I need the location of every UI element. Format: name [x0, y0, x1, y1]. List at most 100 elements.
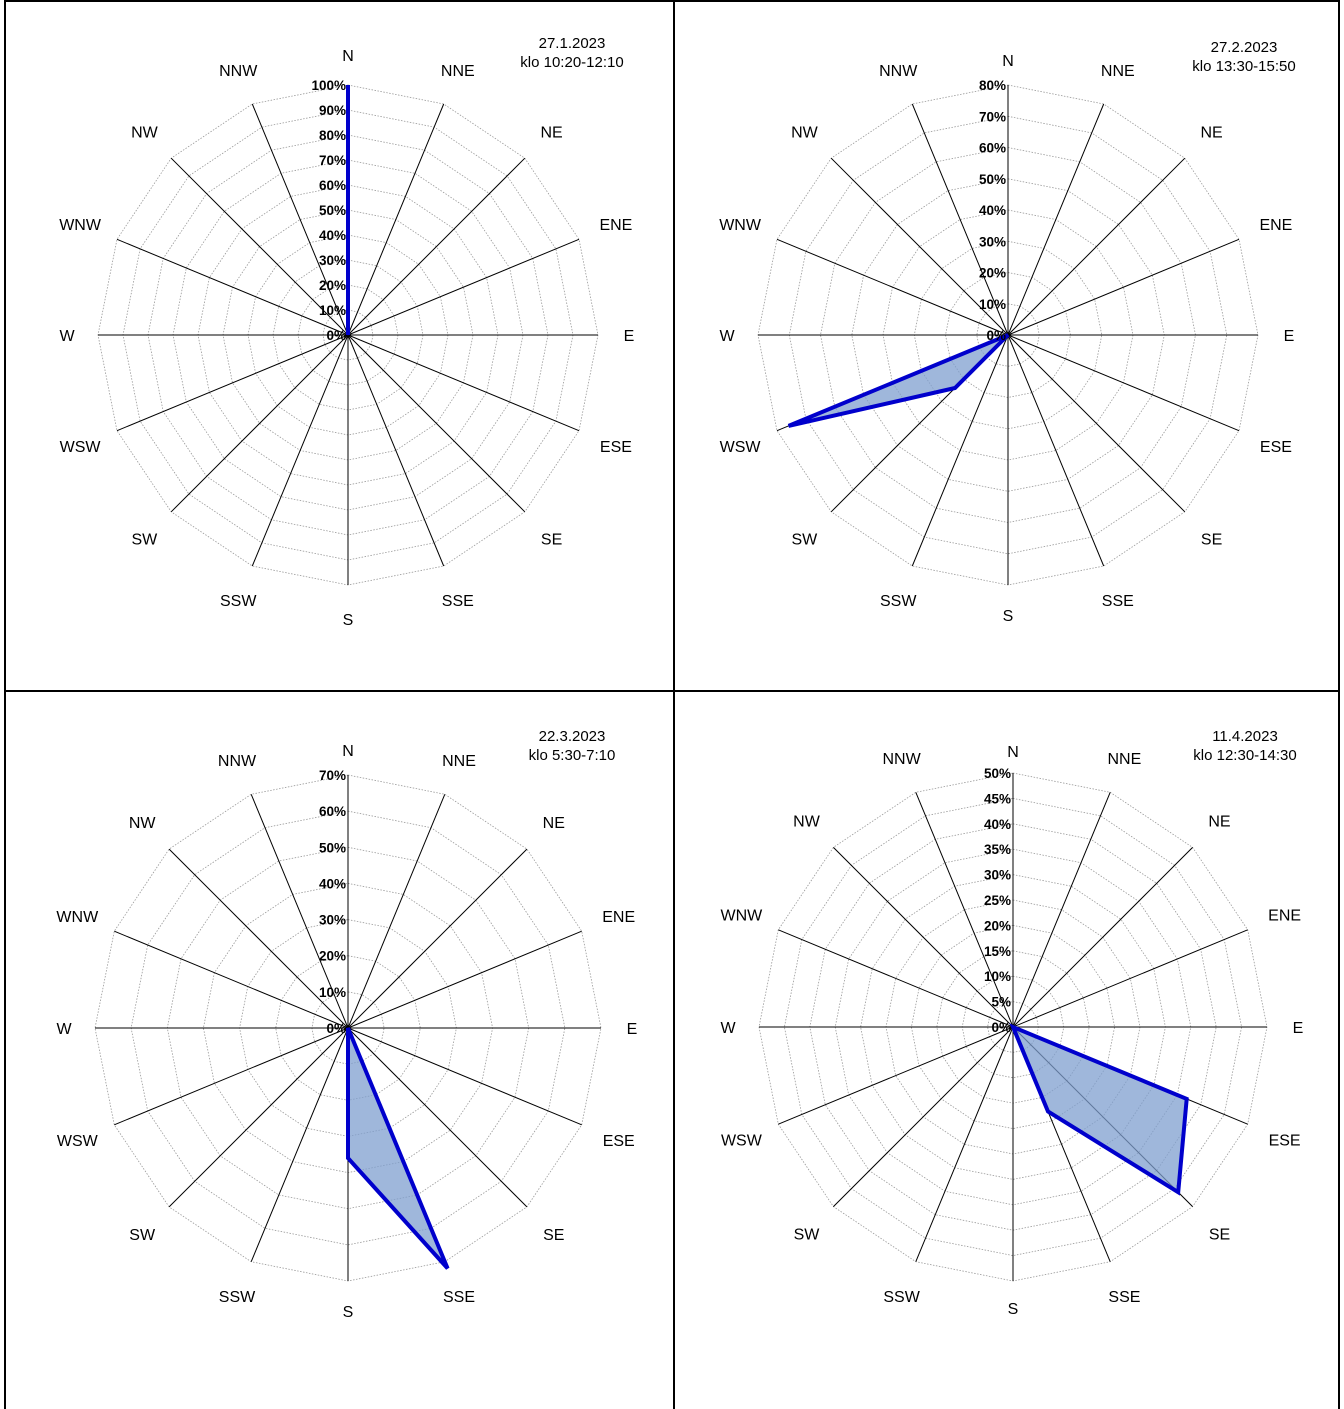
radial-tick-label: 80%	[979, 78, 1006, 93]
wind-rose-chart-1: N NNE NE ENE E ESE SE SSE S SSW SW WSW W WNW NW NNW 0% 10…	[59, 48, 634, 629]
spoke-sw	[833, 1026, 1014, 1207]
spoke-ene	[1012, 929, 1248, 1028]
direction-label-e: E	[1284, 328, 1295, 345]
radial-tick-label: 60%	[319, 178, 346, 193]
radial-tick-label: 35%	[984, 842, 1011, 857]
direction-label-n: N	[1007, 744, 1019, 761]
direction-label-wnw: WNW	[59, 217, 102, 234]
radial-tick-label: 45%	[984, 791, 1011, 806]
direction-label-nw: NW	[129, 815, 157, 832]
grid-ring	[910, 924, 1116, 1130]
radial-tick-label: 70%	[319, 768, 346, 783]
direction-label-sw: SW	[792, 532, 819, 549]
chart-date-stamp: 11.4.2023 klo 12:30-14:30	[1170, 727, 1320, 765]
radial-tick-label: 30%	[979, 234, 1006, 249]
direction-label-sw: SW	[794, 1227, 821, 1244]
spoke-nne	[1012, 792, 1111, 1028]
spoke-ese	[1007, 334, 1240, 432]
spoke-ene	[1007, 238, 1240, 336]
spoke-nw	[830, 157, 1009, 336]
spoke-ssw	[911, 334, 1009, 567]
direction-label-s: S	[1003, 608, 1014, 625]
spoke-ne	[1012, 847, 1193, 1028]
radial-tick-label: 40%	[319, 228, 346, 243]
spoke-sw	[168, 1027, 349, 1208]
radial-tick-label: 100%	[311, 78, 346, 93]
direction-label-nne: NNE	[441, 63, 475, 80]
radial-tick-label: 25%	[984, 893, 1011, 908]
direction-label-ene: ENE	[1268, 908, 1301, 925]
direction-label-ne: NE	[540, 124, 562, 141]
direction-label-ese: ESE	[600, 439, 632, 456]
radial-tick-label: 10%	[319, 303, 346, 318]
radial-tick-label: 5%	[991, 995, 1011, 1010]
direction-label-ene: ENE	[1259, 217, 1292, 234]
direction-label-nnw: NNW	[218, 753, 257, 770]
direction-label-n: N	[342, 48, 354, 65]
radial-tick-label: 0%	[326, 1021, 346, 1036]
spoke-nw	[833, 847, 1014, 1028]
spoke-sw	[170, 334, 349, 513]
direction-label-nnw: NNW	[219, 63, 258, 80]
direction-label-nnw: NNW	[882, 751, 921, 768]
grid-ring	[851, 178, 1165, 492]
radial-tick-label: 20%	[984, 918, 1011, 933]
radial-tick-label: 0%	[326, 328, 346, 343]
direction-label-wsw: WSW	[60, 439, 102, 456]
direction-label-e: E	[1293, 1020, 1304, 1037]
radial-tick-label: 20%	[319, 278, 346, 293]
spoke-ese	[347, 334, 580, 432]
spoke-ssw	[915, 1026, 1014, 1262]
radial-tick-label: 10%	[319, 985, 346, 1000]
spoke-ssw	[250, 1027, 349, 1262]
direction-label-w: W	[56, 1021, 72, 1038]
radial-tick-label: 15%	[984, 944, 1011, 959]
direction-label-wsw: WSW	[721, 1133, 763, 1150]
direction-label-ese: ESE	[1269, 1133, 1301, 1150]
wind-rose-chart-4: N NNE NE ENE E ESE SE SSE S SSW SW WSW W WNW NW NNW 0% 5%…	[720, 744, 1304, 1318]
spoke-wsw	[116, 334, 349, 432]
spoke-nne	[347, 103, 445, 336]
spoke-wnw	[116, 238, 349, 336]
chart-date: 11.4.2023	[1212, 728, 1278, 745]
spoke-se	[347, 1027, 528, 1208]
direction-label-ssw: SSW	[219, 1289, 256, 1306]
spoke-wnw	[114, 930, 349, 1029]
wind-rose-panel-3: N NNE NE ENE E ESE SE SSE S SSW SW WSW W WNW NW NNW 0% 10…	[4, 691, 674, 1409]
direction-label-ene: ENE	[599, 217, 632, 234]
wind-rose-grid: N NNE NE ENE E ESE SE SSE S SSW SW WSW W WNW NW NNW 0% 10…	[4, 0, 1340, 1409]
direction-label-nw: NW	[793, 814, 821, 831]
direction-label-ssw: SSW	[883, 1289, 920, 1306]
wind-rose-panel-2: N NNE NE ENE E ESE SE SSE S SSW SW WSW W WNW NW NNW 0% 10…	[674, 0, 1340, 691]
grid-ring	[834, 848, 1192, 1206]
spoke-ene	[347, 238, 580, 336]
spoke-nw	[170, 157, 349, 336]
wind-rose-panel-1: N NNE NE ENE E ESE SE SSE S SSW SW WSW W WNW NW NNW 0% 10…	[4, 0, 674, 691]
spoke-nne	[1007, 103, 1105, 336]
grid-ring	[239, 919, 457, 1137]
chart-date: 27.1.2023	[538, 35, 606, 52]
chart-date-stamp: 27.1.2023 klo 10:20-12:10	[502, 34, 642, 72]
radial-tick-label: 40%	[984, 817, 1011, 832]
chart-time: klo 13:30-15:50	[1192, 58, 1296, 75]
direction-label-sse: SSE	[442, 593, 474, 610]
direction-label-sw: SW	[132, 532, 159, 549]
direction-label-sse: SSE	[1102, 593, 1134, 610]
radial-tick-label: 80%	[319, 128, 346, 143]
direction-label-wnw: WNW	[719, 217, 762, 234]
spoke-wnw	[776, 238, 1009, 336]
radial-tick-label: 10%	[984, 969, 1011, 984]
radial-tick-label: 10%	[979, 297, 1006, 312]
series-polygon	[787, 333, 1010, 428]
direction-label-wsw: WSW	[720, 439, 762, 456]
spoke-wnw	[778, 929, 1014, 1028]
direction-label-ne: NE	[543, 815, 565, 832]
radial-tick-label: 20%	[319, 949, 346, 964]
spoke-sse	[1007, 334, 1105, 567]
chart-date-stamp: 27.2.2023 klo 13:30-15:50	[1170, 38, 1318, 76]
grid-ring	[788, 115, 1228, 555]
radial-tick-label: 60%	[319, 804, 346, 819]
radial-tick-label: 30%	[319, 913, 346, 928]
radial-tick-label: 50%	[979, 172, 1006, 187]
chart-time: klo 5:30-7:10	[528, 747, 616, 764]
